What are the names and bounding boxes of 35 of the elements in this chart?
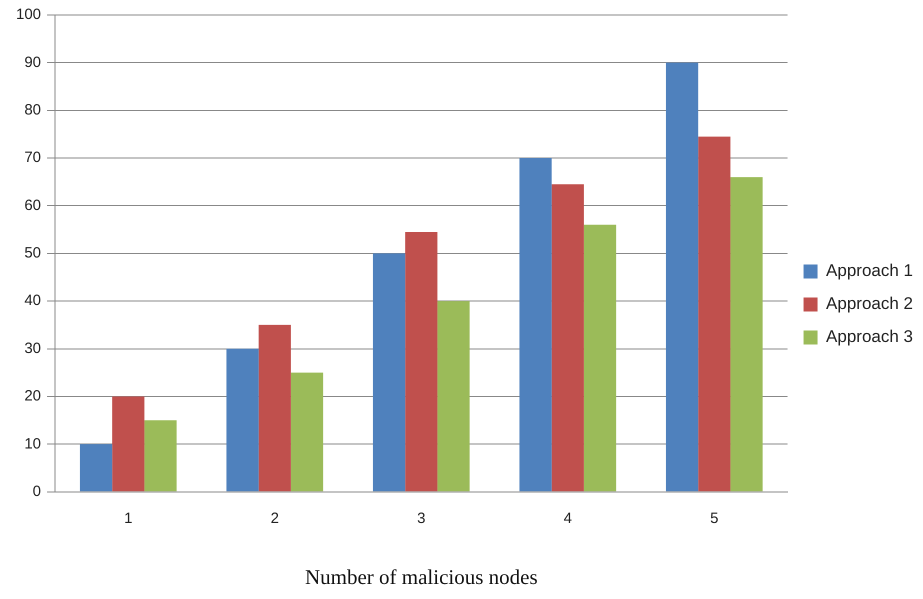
legend-label: Approach 3 [826, 327, 913, 346]
y-tick-label: 20 [24, 388, 42, 405]
legend-label: Approach 1 [826, 261, 913, 280]
bar [584, 224, 616, 492]
bar [666, 62, 698, 492]
bar [226, 348, 259, 492]
x-tick-label: 5 [710, 510, 718, 527]
bar [144, 420, 177, 492]
x-axis-title: Number of malicious nodes [304, 564, 538, 589]
x-tick-label: 4 [564, 510, 572, 527]
bar [112, 396, 144, 492]
y-tick-label: 100 [16, 6, 42, 24]
y-tick-label: 60 [24, 196, 42, 214]
y-tick-label: 70 [24, 149, 42, 166]
y-tick-label: 90 [24, 54, 42, 71]
y-tick-label: 40 [24, 292, 42, 310]
x-tick-label: 2 [270, 510, 279, 527]
bar [552, 184, 584, 492]
y-tick-label: 50 [24, 244, 42, 262]
bar [290, 372, 324, 492]
bar [730, 177, 763, 492]
bar [437, 301, 470, 492]
bar [698, 136, 730, 492]
bar [405, 232, 438, 492]
bar [258, 324, 291, 492]
bar [519, 158, 552, 492]
y-tick-label: 80 [24, 102, 42, 118]
bar [80, 444, 112, 492]
x-tick-label: 1 [124, 510, 132, 527]
y-tick-label: 0 [32, 482, 42, 500]
x-tick-label: 3 [417, 510, 426, 527]
y-tick-label: 30 [24, 340, 42, 357]
legend-label: Approach 2 [826, 294, 913, 314]
y-tick-label: 10 [24, 435, 42, 452]
bar [372, 253, 406, 492]
